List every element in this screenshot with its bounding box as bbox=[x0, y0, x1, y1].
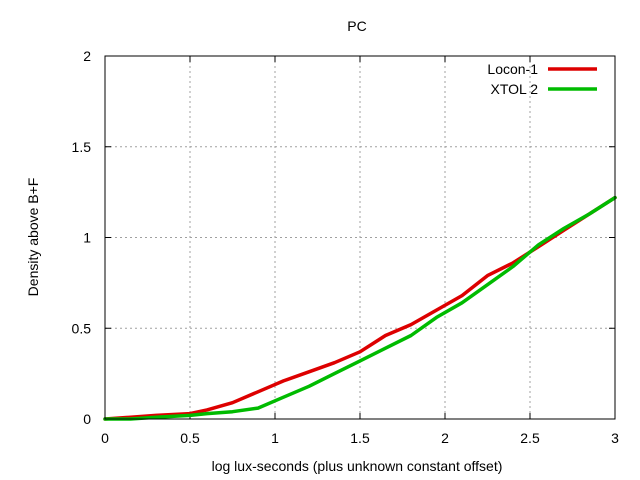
y-tick-label: 0.5 bbox=[72, 320, 92, 336]
x-tick-label: 0 bbox=[101, 430, 109, 446]
grid bbox=[105, 56, 615, 419]
legend-label-2: XTOL 2 bbox=[491, 81, 539, 97]
axis-ticks: 0 0.5 1 1.5 2 2.5 3 0 0.5 1 1.5 2 bbox=[72, 48, 620, 446]
legend-label-1: Locon-1 bbox=[487, 61, 538, 77]
x-tick-label: 1 bbox=[271, 430, 279, 446]
y-tick-label: 2 bbox=[83, 48, 91, 64]
x-tick-label: 0.5 bbox=[180, 430, 200, 446]
series-line-2 bbox=[103, 195, 617, 421]
y-tick-label: 0 bbox=[83, 411, 91, 427]
x-tick-label: 2.5 bbox=[520, 430, 540, 446]
x-tick-label: 2 bbox=[441, 430, 449, 446]
series-line-1 bbox=[103, 195, 617, 421]
y-tick-label: 1.5 bbox=[72, 139, 92, 155]
x-tick-label: 1.5 bbox=[350, 430, 370, 446]
y-axis-label: Density above B+F bbox=[25, 178, 41, 297]
series-group bbox=[103, 195, 617, 421]
x-axis-label: log lux-seconds (plus unknown constant o… bbox=[212, 458, 503, 474]
y-tick-label: 1 bbox=[83, 230, 91, 246]
plot-frame bbox=[104, 55, 616, 420]
legend: Locon-1 XTOL 2 bbox=[487, 61, 597, 97]
chart-title: PC bbox=[347, 18, 366, 34]
x-tick-label: 3 bbox=[611, 430, 619, 446]
